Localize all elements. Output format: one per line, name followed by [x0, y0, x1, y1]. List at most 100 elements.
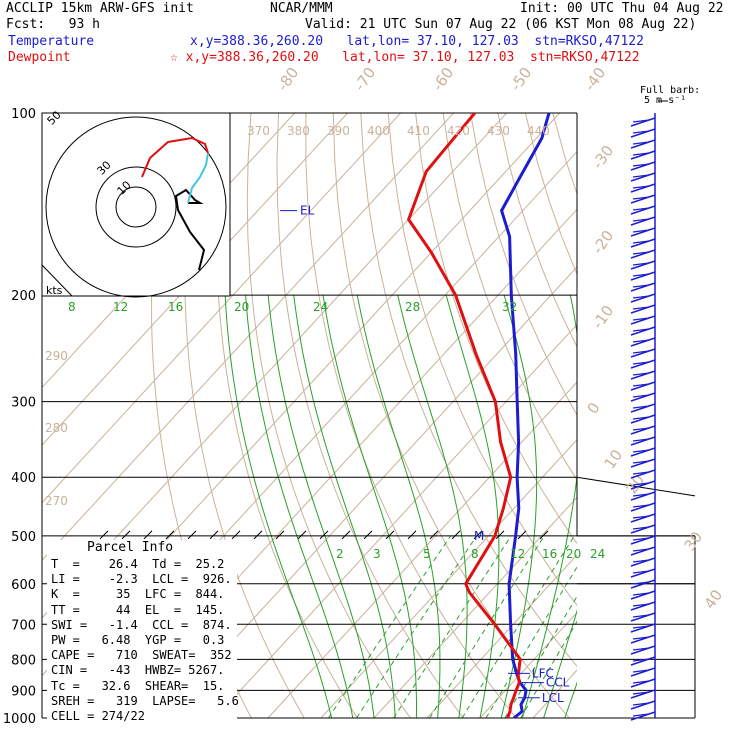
theta-label: 420 [447, 124, 470, 138]
wind-barb [632, 152, 650, 156]
moist-adiabat-line [224, 295, 333, 718]
moist-adiabat-line [267, 295, 375, 718]
mixing-ratio-label: 8 [471, 547, 479, 561]
wind-barb [632, 284, 650, 288]
hatch-mark [363, 530, 373, 540]
mixing-ratio-label: 5 [423, 547, 431, 561]
wind-barb [632, 262, 650, 266]
wind-barb [632, 196, 650, 200]
wind-barb [632, 603, 650, 607]
parcel-info-row: LI = -2.3 LCL = 926. [51, 572, 232, 587]
isotherm-line [479, 611, 577, 718]
wind-barb [632, 163, 650, 167]
mixing-ratio-line [393, 535, 512, 718]
parcel-info-panel: Parcel Info T = 26.4 Td = 25.2 LI = -2.3 … [47, 540, 239, 730]
hodograph-trace-high [141, 136, 209, 178]
wind-barb [632, 328, 650, 332]
wind-barb [632, 636, 650, 640]
isotherm-line [586, 113, 740, 718]
hatch-mark [275, 530, 285, 540]
wind-barb [630, 425, 656, 435]
isotherm-line [161, 266, 577, 718]
hatch-mark [473, 530, 483, 540]
dry-adiabat-line [663, 113, 740, 718]
moist-adiabat-line [445, 294, 500, 718]
wind-barb [630, 370, 656, 380]
wind-barb [632, 405, 650, 409]
wind-barb [630, 568, 656, 578]
lcl-label: LCL [542, 691, 564, 705]
init-time: Init: 00 UTC Thu 04 Aug 22 [520, 1, 724, 16]
wind-barb [632, 317, 650, 321]
wind-barb [630, 359, 656, 369]
wind-barb [630, 667, 656, 677]
parcel-info-row: CIN = -43 HWBZ= 5267. [51, 663, 225, 678]
wind-barb [630, 491, 656, 501]
el-label: EL [300, 204, 315, 218]
theta-label: 440 [527, 124, 550, 138]
moist-adiabat-line [586, 295, 740, 718]
wind-barb [632, 251, 650, 255]
hatch-mark [165, 530, 175, 540]
temperature-tick-label: -80 [274, 64, 303, 94]
temperature-tick-label: -10 [589, 302, 618, 332]
pressure-tick-label: 1000 [3, 712, 36, 727]
wind-barb [630, 337, 656, 347]
dewpoint-location: ☆ x,y=388.36,260.20 lat,lon= 37.10, 127.… [170, 50, 640, 65]
wind-barb [632, 647, 650, 651]
hatch-mark [385, 530, 395, 540]
theta-label: 380 [287, 124, 310, 138]
theta-label: 430 [487, 124, 510, 138]
isotherm-line [42, 113, 401, 504]
wind-barb [630, 282, 656, 292]
parcel-info-row: CAPE = 710 SWEAT= 352 [51, 648, 232, 663]
hodograph-trace-low [174, 188, 206, 271]
theta-label: 290 [45, 349, 68, 363]
model-title: ACCLIP 15km ARW-GFS init [6, 1, 194, 16]
dry-adiabat-line [497, 113, 577, 348]
wind-barb [630, 480, 656, 490]
mixing-ratio-label: 20 [566, 547, 581, 561]
wind-barb [630, 326, 656, 336]
parcel-info-row: Tc = 32.6 SHEAR= 15. [51, 678, 225, 693]
wind-barb [632, 691, 650, 695]
mixing-ratio-line [328, 535, 452, 718]
wind-barb [630, 524, 656, 534]
wind-barb [630, 590, 656, 600]
wind-barb [632, 493, 650, 497]
parcel-info-row: TT = 44 EL = 145. [51, 602, 225, 617]
hodograph-ring [115, 186, 157, 228]
wind-barb [632, 526, 650, 530]
dewpoint-profile [406, 113, 522, 718]
dry-adiabat-line [246, 113, 411, 718]
pressure-tick-label: 300 [11, 396, 36, 411]
wind-barb [632, 449, 650, 453]
wind-barb [632, 570, 650, 574]
wind-barb [630, 194, 656, 204]
theta-label: 410 [407, 124, 430, 138]
wind-barb [632, 559, 650, 563]
valid-time: Valid: 21 UTC Sun 07 Aug 22 (06 KST Mon … [305, 17, 697, 32]
forecast-hour: Fcst: 93 h [6, 17, 100, 32]
wind-barb [632, 383, 650, 387]
wind-barb [632, 614, 650, 618]
pressure-tick-label: 600 [11, 578, 36, 593]
dewpoint-legend: Dewpoint [8, 50, 71, 65]
dry-adiabat-line [580, 113, 740, 718]
wind-barb [630, 601, 656, 611]
wind-barb [630, 579, 656, 589]
temperature-profile [499, 113, 551, 718]
dry-adiabat-line [216, 113, 358, 718]
temperature-tick-label: 10 [601, 446, 627, 472]
wind-barb [630, 678, 656, 688]
wind-barb [632, 702, 650, 706]
theta-label: 270 [45, 494, 68, 508]
wind-barb [630, 689, 656, 699]
isotherm-line [214, 323, 577, 718]
hatch-mark [319, 530, 329, 540]
temperature-tick-label: 40 [701, 586, 727, 612]
wind-barb [632, 537, 650, 541]
temperature-tick-label: -20 [589, 227, 618, 257]
wind-barb [632, 548, 650, 552]
wind-barb [630, 293, 656, 303]
